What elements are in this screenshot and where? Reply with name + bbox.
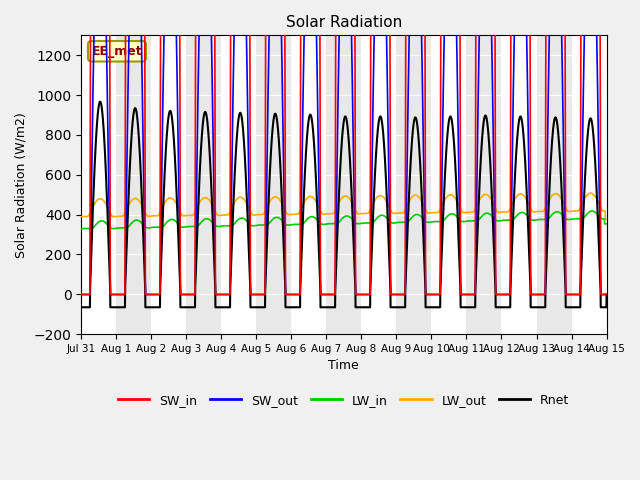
- X-axis label: Time: Time: [328, 360, 359, 372]
- Bar: [116, 36, 151, 334]
- Bar: [326, 36, 362, 334]
- Bar: [221, 36, 256, 334]
- Bar: [186, 36, 221, 334]
- Bar: [536, 36, 572, 334]
- Bar: [81, 36, 116, 334]
- Y-axis label: Solar Radiation (W/m2): Solar Radiation (W/m2): [15, 112, 28, 258]
- Bar: [431, 36, 467, 334]
- Bar: [362, 36, 396, 334]
- Title: Solar Radiation: Solar Radiation: [285, 15, 402, 30]
- Bar: [467, 36, 502, 334]
- Bar: [256, 36, 291, 334]
- Bar: [291, 36, 326, 334]
- Bar: [396, 36, 431, 334]
- Bar: [572, 36, 607, 334]
- Text: EE_met: EE_met: [92, 45, 142, 58]
- Bar: [502, 36, 536, 334]
- Bar: [151, 36, 186, 334]
- Legend: SW_in, SW_out, LW_in, LW_out, Rnet: SW_in, SW_out, LW_in, LW_out, Rnet: [113, 389, 575, 411]
